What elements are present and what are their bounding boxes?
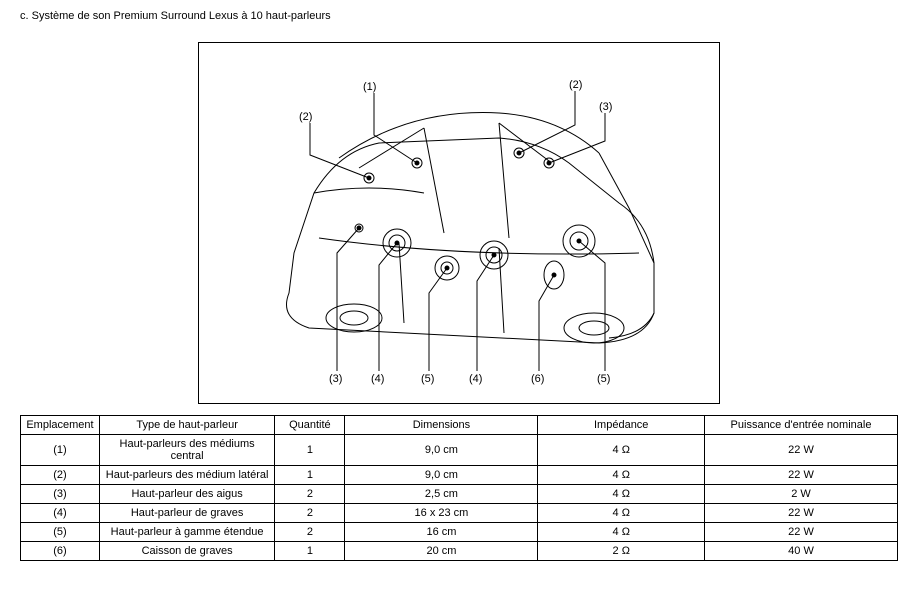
table-cell: 2 xyxy=(275,523,345,542)
callout-label: (6) xyxy=(531,373,544,385)
col-emplacement: Emplacement xyxy=(21,416,100,435)
speaker-layout-figure: (1) (2) (3) (2) (3) (4) (5) (4) (6) (5) xyxy=(198,42,720,404)
table-cell: 22 W xyxy=(705,466,898,485)
table-cell: 16 x 23 cm xyxy=(345,504,538,523)
callout-label: (5) xyxy=(421,373,434,385)
col-impedance: Impédance xyxy=(538,416,705,435)
table-cell: Haut-parleur des aigus xyxy=(99,485,274,504)
table-cell: (3) xyxy=(21,485,100,504)
table-cell: Haut-parleurs des médium latéral xyxy=(99,466,274,485)
section-heading: c. Système de son Premium Surround Lexus… xyxy=(20,10,898,22)
table-cell: 4 Ω xyxy=(538,485,705,504)
callout-label: (1) xyxy=(363,81,376,93)
table-cell: (5) xyxy=(21,523,100,542)
table-cell: 2 Ω xyxy=(538,542,705,561)
callout-label: (2) xyxy=(299,111,312,123)
table-cell: 2 W xyxy=(705,485,898,504)
table-cell: 16 cm xyxy=(345,523,538,542)
table-cell: 22 W xyxy=(705,523,898,542)
table-row: (1)Haut-parleurs des médiums central19,0… xyxy=(21,435,898,466)
callout-label: (3) xyxy=(599,101,612,113)
table-cell: 2 xyxy=(275,504,345,523)
table-cell: 1 xyxy=(275,466,345,485)
table-cell: 2 xyxy=(275,485,345,504)
table-cell: Caisson de graves xyxy=(99,542,274,561)
callout-label: (4) xyxy=(469,373,482,385)
car-wireframe-svg xyxy=(199,43,719,403)
table-cell: 22 W xyxy=(705,504,898,523)
table-cell: 22 W xyxy=(705,435,898,466)
callout-label: (5) xyxy=(597,373,610,385)
table-cell: 40 W xyxy=(705,542,898,561)
heading-prefix: c. xyxy=(20,10,29,22)
table-row: (2)Haut-parleurs des médium latéral19,0 … xyxy=(21,466,898,485)
table-cell: (4) xyxy=(21,504,100,523)
table-cell: Haut-parleur de graves xyxy=(99,504,274,523)
table-row: (3)Haut-parleur des aigus22,5 cm4 Ω2 W xyxy=(21,485,898,504)
heading-text: Système de son Premium Surround Lexus à … xyxy=(32,10,331,22)
table-cell: 20 cm xyxy=(345,542,538,561)
speaker-spec-table: Emplacement Type de haut-parleur Quantit… xyxy=(20,415,898,561)
table-cell: 4 Ω xyxy=(538,523,705,542)
table-cell: 1 xyxy=(275,435,345,466)
table-cell: 2,5 cm xyxy=(345,485,538,504)
table-cell: (6) xyxy=(21,542,100,561)
figure-container: (1) (2) (3) (2) (3) (4) (5) (4) (6) (5) xyxy=(20,42,898,407)
table-row: (4)Haut-parleur de graves216 x 23 cm4 Ω2… xyxy=(21,504,898,523)
callout-label: (2) xyxy=(569,79,582,91)
table-cell: Haut-parleurs des médiums central xyxy=(99,435,274,466)
callout-label: (4) xyxy=(371,373,384,385)
table-cell: 9,0 cm xyxy=(345,435,538,466)
table-row: (6)Caisson de graves120 cm2 Ω40 W xyxy=(21,542,898,561)
table-cell: Haut-parleur à gamme étendue xyxy=(99,523,274,542)
table-cell: 9,0 cm xyxy=(345,466,538,485)
table-header-row: Emplacement Type de haut-parleur Quantit… xyxy=(21,416,898,435)
table-cell: 1 xyxy=(275,542,345,561)
col-type: Type de haut-parleur xyxy=(99,416,274,435)
table-cell: 4 Ω xyxy=(538,435,705,466)
table-cell: (2) xyxy=(21,466,100,485)
col-puissance: Puissance d'entrée nominale xyxy=(705,416,898,435)
table-cell: 4 Ω xyxy=(538,504,705,523)
callout-label: (3) xyxy=(329,373,342,385)
table-cell: (1) xyxy=(21,435,100,466)
col-dimensions: Dimensions xyxy=(345,416,538,435)
table-cell: 4 Ω xyxy=(538,466,705,485)
col-quantite: Quantité xyxy=(275,416,345,435)
table-row: (5)Haut-parleur à gamme étendue216 cm4 Ω… xyxy=(21,523,898,542)
